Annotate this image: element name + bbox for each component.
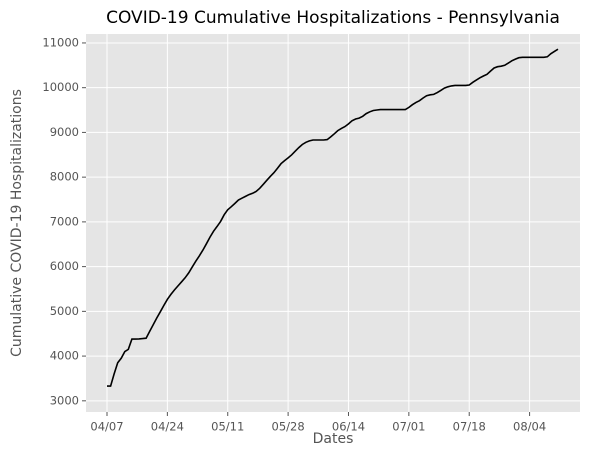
x-tick-label: 07/01 [392, 420, 425, 434]
y-tick-label: 4000 [50, 349, 79, 363]
x-tick-label: 06/14 [332, 420, 365, 434]
x-tick-label: 08/04 [513, 420, 546, 434]
y-tick-label: 8000 [50, 170, 79, 184]
y-tick-label: 10000 [42, 80, 79, 94]
y-tick-label: 6000 [50, 259, 79, 273]
y-tick-label: 9000 [50, 125, 79, 139]
plot-area [86, 34, 580, 412]
x-tick-label: 04/07 [90, 420, 123, 434]
x-axis-label: Dates [313, 431, 354, 447]
x-tick-label: 04/24 [151, 420, 184, 434]
x-tick-label: 05/11 [211, 420, 244, 434]
y-tick-label: 3000 [50, 393, 79, 407]
y-axis-label: Cumulative COVID-19 Hospitalizations [9, 89, 25, 357]
y-tick-label: 7000 [50, 214, 79, 228]
x-tick-label: 05/28 [272, 420, 305, 434]
chart-title: COVID-19 Cumulative Hospitalizations - P… [106, 8, 560, 28]
y-tick-label: 5000 [50, 304, 79, 318]
data-line [107, 48, 559, 387]
y-tick-label: 11000 [42, 35, 79, 49]
x-tick-label: 07/18 [453, 420, 486, 434]
